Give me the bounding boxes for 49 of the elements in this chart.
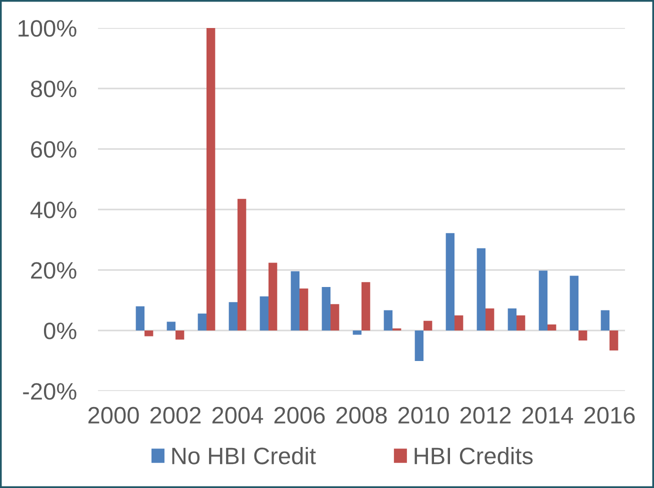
bar <box>238 198 246 330</box>
x-tick-label: 2014 <box>522 406 574 424</box>
bar <box>352 330 362 335</box>
bar <box>176 330 184 340</box>
bar <box>600 310 610 330</box>
bar <box>330 304 340 330</box>
bar <box>198 314 206 330</box>
legend-label: No HBI Credit <box>172 446 316 464</box>
x-tick-label: 2016 <box>584 406 635 424</box>
bar <box>384 310 392 330</box>
bar <box>144 330 154 336</box>
x-tick-label: 2008 <box>336 406 387 424</box>
y-tick-label: 20% <box>31 262 76 279</box>
bar <box>290 271 300 330</box>
bar <box>362 282 370 330</box>
bar <box>476 248 486 330</box>
bar <box>486 308 494 330</box>
bar <box>300 288 308 330</box>
bar <box>414 330 424 362</box>
x-tick-label: 2006 <box>274 406 325 424</box>
y-tick-label: 80% <box>30 80 76 98</box>
bar <box>446 233 454 330</box>
bar <box>206 28 216 330</box>
bar <box>610 330 618 350</box>
bar <box>136 306 144 330</box>
bar <box>538 270 548 330</box>
legend-label: HBI Credits <box>414 446 533 464</box>
bar <box>260 296 268 330</box>
bar <box>570 276 578 330</box>
bar <box>508 308 516 330</box>
bar <box>166 322 176 330</box>
bar <box>228 302 238 330</box>
x-tick-label: 2010 <box>398 406 449 424</box>
x-tick-label: 2004 <box>212 406 264 424</box>
bar <box>322 286 330 330</box>
bar <box>454 315 464 330</box>
x-tick-label: 2000 <box>88 406 139 424</box>
bar <box>548 324 556 330</box>
y-tick-label: -20% <box>23 383 76 400</box>
x-tick-label: 2002 <box>150 406 201 424</box>
bar <box>516 315 526 330</box>
y-tick-label: 40% <box>30 202 76 218</box>
y-tick-label: 60% <box>31 141 76 158</box>
bar <box>424 320 432 330</box>
y-tick-label: 100% <box>18 20 76 37</box>
x-tick-label: 2012 <box>460 406 511 424</box>
y-tick-label: 0% <box>44 322 76 340</box>
bar <box>578 330 588 340</box>
bar <box>268 262 278 330</box>
